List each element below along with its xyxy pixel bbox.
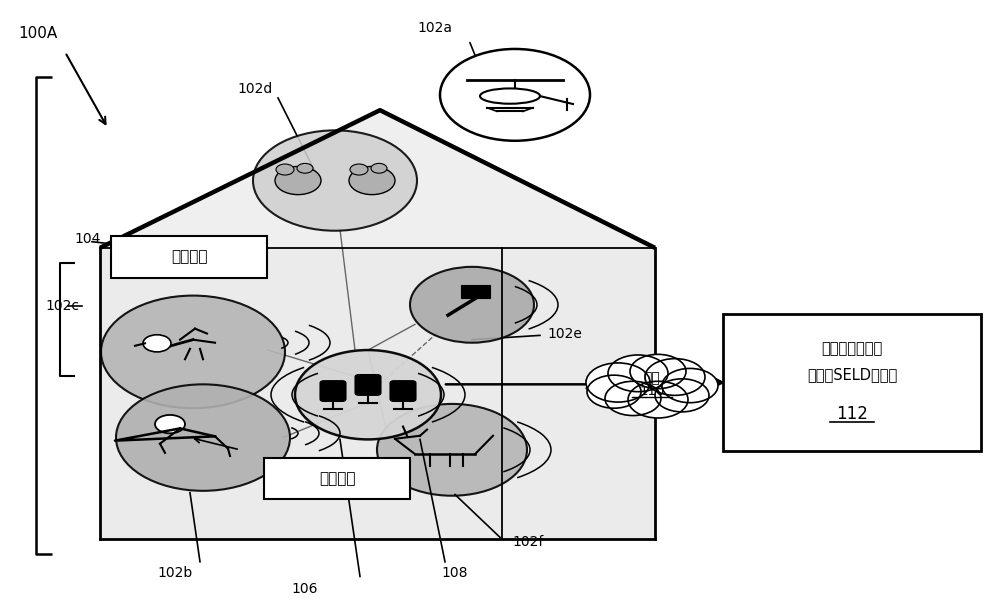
Circle shape	[587, 375, 641, 408]
Circle shape	[275, 166, 321, 195]
Text: 102e: 102e	[548, 327, 582, 340]
Circle shape	[116, 384, 290, 491]
Text: 108: 108	[442, 567, 468, 580]
Circle shape	[350, 164, 368, 175]
Circle shape	[297, 163, 313, 173]
Text: 110: 110	[639, 385, 665, 398]
Polygon shape	[100, 248, 655, 539]
Circle shape	[143, 335, 171, 352]
Text: 定向干扰: 定向干扰	[171, 250, 207, 264]
FancyBboxPatch shape	[390, 381, 416, 401]
Circle shape	[101, 296, 285, 408]
Text: 102c: 102c	[45, 299, 79, 313]
Text: 112: 112	[836, 405, 868, 424]
Text: 102b: 102b	[157, 567, 193, 580]
Circle shape	[276, 164, 294, 175]
Text: 102f: 102f	[512, 535, 544, 548]
Ellipse shape	[480, 89, 540, 103]
Polygon shape	[100, 110, 655, 248]
Circle shape	[377, 404, 527, 496]
Text: 102d: 102d	[237, 82, 273, 95]
Circle shape	[586, 363, 650, 402]
Circle shape	[440, 49, 590, 141]
Circle shape	[253, 130, 417, 231]
FancyBboxPatch shape	[355, 375, 381, 395]
Text: 检测（SELD）系统: 检测（SELD）系统	[807, 368, 897, 382]
FancyBboxPatch shape	[461, 285, 490, 298]
Circle shape	[655, 379, 709, 412]
FancyBboxPatch shape	[111, 236, 267, 278]
FancyBboxPatch shape	[264, 458, 410, 499]
Circle shape	[662, 368, 718, 403]
Circle shape	[371, 163, 387, 173]
Text: 网络: 网络	[644, 371, 660, 385]
Circle shape	[295, 350, 441, 439]
Text: 100A: 100A	[18, 26, 58, 41]
Circle shape	[155, 415, 185, 433]
Circle shape	[605, 381, 661, 416]
Circle shape	[645, 359, 705, 395]
Text: 目标类别: 目标类别	[319, 471, 355, 486]
Circle shape	[608, 355, 668, 392]
FancyBboxPatch shape	[320, 381, 346, 401]
FancyBboxPatch shape	[723, 314, 981, 452]
Circle shape	[630, 354, 686, 389]
Circle shape	[628, 381, 688, 418]
Text: 102a: 102a	[418, 21, 452, 34]
Text: 声音事件定位和: 声音事件定位和	[821, 341, 883, 356]
Circle shape	[349, 166, 395, 195]
Text: 106: 106	[292, 582, 318, 595]
Text: 104: 104	[75, 232, 101, 245]
Circle shape	[410, 267, 534, 343]
